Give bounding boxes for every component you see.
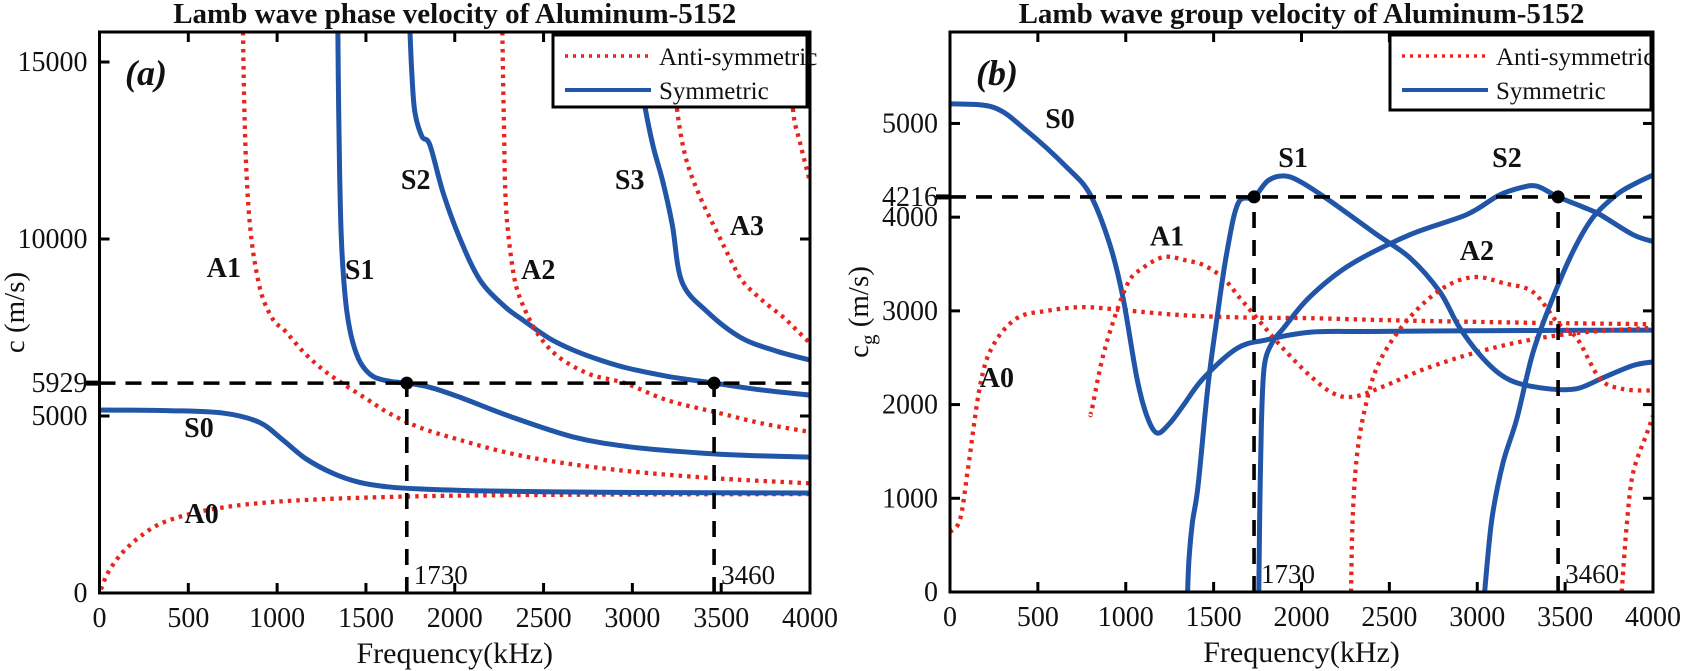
x-axis-label: Frequency(kHz) xyxy=(1203,636,1400,669)
y-axis-label: cg (m/s) xyxy=(843,266,880,358)
mode-label-A1: A1 xyxy=(207,253,241,284)
guide-vline-label-3460: 3460 xyxy=(1565,559,1619,589)
x-tick-label: 0 xyxy=(943,602,957,633)
mode-label-S0: S0 xyxy=(1045,104,1075,135)
curve-A1-antisymmetric xyxy=(240,32,810,486)
x-tick-label: 4000 xyxy=(782,603,838,634)
x-tick-label: 0 xyxy=(93,603,107,634)
marker-dot xyxy=(1247,190,1261,204)
x-tick-label: 3500 xyxy=(693,603,749,634)
legend-label-symmetric: Symmetric xyxy=(1496,78,1606,105)
mode-label-A3: A3 xyxy=(730,211,764,242)
x-tick-label: 1000 xyxy=(1098,602,1154,633)
panel-b: 1730 3460 0 500 1000 1500 2000 2500 3000 3500 4000… xyxy=(843,0,1681,669)
legend-label-antisymmetric: Anti-symmetric xyxy=(1496,44,1654,71)
x-tick-label: 1000 xyxy=(249,603,305,634)
mode-label-A2: A2 xyxy=(1460,236,1494,267)
chart-title: Lamb wave group velocity of Aluminum-515… xyxy=(1019,0,1585,30)
curve-A3-antisymmetric xyxy=(1619,415,1653,592)
legend-box xyxy=(551,33,809,109)
y-tick-label: 0 xyxy=(74,578,88,609)
x-tick-label: 3000 xyxy=(604,603,660,634)
y-tick-label: 0 xyxy=(924,577,938,608)
curve-S2-symmetric xyxy=(407,32,810,398)
mode-label-A0: A0 xyxy=(980,363,1014,394)
curve-S0-symmetric xyxy=(950,101,1653,436)
mode-label-A2: A2 xyxy=(521,255,555,286)
y-tick-label: 2000 xyxy=(882,390,938,421)
curve-A4-antisymmetric xyxy=(787,32,810,183)
x-tick-label: 3500 xyxy=(1537,602,1593,633)
panel-a: 1730 3460 0 500 1000 1500 2000 2500 3000 3500 4000… xyxy=(0,0,838,670)
legend: Anti-symmetric Symmetric xyxy=(551,33,817,109)
mode-label-A1: A1 xyxy=(1150,221,1184,252)
y-axis-label: c (m/s) xyxy=(0,272,31,353)
mode-label-S0: S0 xyxy=(184,413,214,444)
x-tick-label: 3000 xyxy=(1449,602,1505,633)
y-tick-label: 15000 xyxy=(18,47,88,78)
series-group xyxy=(99,32,810,591)
curve-A0-antisymmetric xyxy=(99,491,810,591)
curve-A1-antisymmetric xyxy=(1088,254,1653,418)
y-tick-label: 5000 xyxy=(882,108,938,139)
x-axis-label: Frequency(kHz) xyxy=(356,637,553,670)
guide-vline-label-1730: 1730 xyxy=(414,560,468,590)
x-tick-label: 2000 xyxy=(1274,602,1330,633)
mode-label-S2: S2 xyxy=(1492,143,1522,174)
x-tick-label: 1500 xyxy=(338,603,394,634)
series-group xyxy=(950,101,1653,592)
x-tick-label: 4000 xyxy=(1625,602,1681,633)
legend-box xyxy=(1388,33,1653,112)
curve-A0-antisymmetric xyxy=(950,304,1653,534)
x-tick-label: 500 xyxy=(1017,602,1059,633)
mode-label-S2: S2 xyxy=(401,165,431,196)
mode-label-S3: S3 xyxy=(615,165,645,196)
x-tick-label: 2000 xyxy=(427,603,483,634)
x-tick-label: 500 xyxy=(167,603,209,634)
legend-label-antisymmetric: Anti-symmetric xyxy=(659,44,817,71)
chart-title: Lamb wave phase velocity of Aluminum-515… xyxy=(173,0,736,30)
y-tick-label: 1000 xyxy=(882,483,938,514)
curve-A2-antisymmetric xyxy=(1348,274,1653,592)
guide-vline-label-1730: 1730 xyxy=(1261,559,1315,589)
y-tick-label: 10000 xyxy=(18,224,88,255)
panel-letter: (a) xyxy=(125,53,167,93)
panel-letter: (b) xyxy=(976,53,1018,93)
curve-S2-symmetric xyxy=(1256,183,1653,592)
curve-S0-symmetric xyxy=(99,407,810,496)
y-tick-label: 4000 xyxy=(882,202,938,233)
curve-A2-antisymmetric xyxy=(500,32,810,435)
marker-dot xyxy=(1551,190,1565,204)
y-tick-label: 5000 xyxy=(32,401,88,432)
legend-label-symmetric: Symmetric xyxy=(659,78,769,105)
special-y-tick-label: 5929 xyxy=(32,368,88,399)
mode-label-S1: S1 xyxy=(345,255,375,286)
x-tick-label: 1500 xyxy=(1186,602,1242,633)
mode-label-S1: S1 xyxy=(1278,143,1308,174)
curve-S1-symmetric xyxy=(1185,173,1653,592)
special-y-tick-label: 4216 xyxy=(882,182,938,213)
x-tick-label: 2500 xyxy=(1361,602,1417,633)
y-tick-label: 3000 xyxy=(882,296,938,327)
mode-label-A0: A0 xyxy=(185,499,219,530)
guide-vline-label-3460: 3460 xyxy=(721,560,775,590)
legend: Anti-symmetric Symmetric xyxy=(1388,33,1654,112)
curve-S3-symmetric xyxy=(1482,172,1653,592)
marker-dot xyxy=(707,376,721,390)
x-tick-label: 2500 xyxy=(516,603,572,634)
marker-dot xyxy=(400,376,414,390)
